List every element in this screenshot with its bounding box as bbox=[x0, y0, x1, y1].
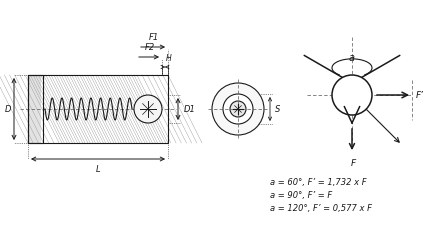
Circle shape bbox=[230, 101, 246, 117]
Text: F’: F’ bbox=[416, 90, 424, 100]
Circle shape bbox=[223, 94, 253, 124]
Text: a = 120°, F’ = 0,577 x F: a = 120°, F’ = 0,577 x F bbox=[270, 204, 372, 213]
Circle shape bbox=[134, 95, 162, 123]
Text: L: L bbox=[95, 165, 100, 174]
Bar bbox=[28, 75, 168, 143]
Text: F: F bbox=[351, 159, 356, 168]
Circle shape bbox=[332, 75, 372, 115]
Text: D1: D1 bbox=[184, 105, 196, 114]
Text: D: D bbox=[5, 105, 11, 114]
Text: F2: F2 bbox=[145, 43, 155, 52]
Bar bbox=[28, 75, 43, 143]
Text: F1: F1 bbox=[149, 33, 159, 42]
Text: a = 60°, F’ = 1,732 x F: a = 60°, F’ = 1,732 x F bbox=[270, 178, 367, 187]
Text: a: a bbox=[349, 53, 355, 63]
Text: S: S bbox=[275, 105, 280, 114]
Text: H: H bbox=[166, 54, 172, 63]
Circle shape bbox=[212, 83, 264, 135]
Text: a = 90°, F’ = F: a = 90°, F’ = F bbox=[270, 191, 332, 200]
